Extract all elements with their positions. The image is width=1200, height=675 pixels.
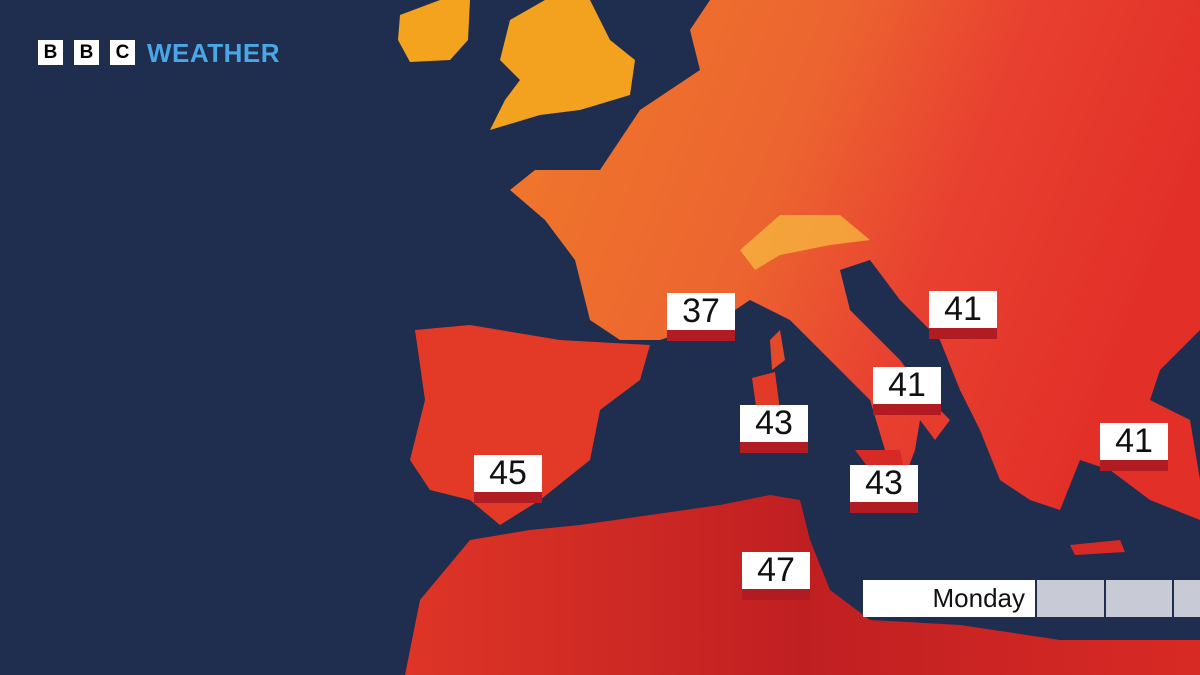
timeline-slot — [1037, 580, 1104, 617]
britain — [490, 0, 635, 130]
temperature-label: 47 — [742, 552, 810, 600]
logo-letter: B — [74, 40, 99, 65]
ireland — [398, 0, 470, 62]
temperature-label: 43 — [850, 465, 918, 513]
timeline-day: Monday — [863, 580, 1035, 617]
temperature-label: 37 — [667, 293, 735, 341]
temperature-label: 45 — [474, 455, 542, 503]
logo-letter: B — [38, 40, 63, 65]
timeline-slot — [1174, 580, 1200, 617]
crete — [1070, 540, 1125, 555]
europe — [510, 0, 1200, 520]
corsica — [770, 330, 785, 370]
timeline-slot — [1106, 580, 1172, 617]
temperature-label: 41 — [929, 291, 997, 339]
temperature-label: 41 — [1100, 423, 1168, 471]
temperature-label: 41 — [873, 367, 941, 415]
temperature-label: 43 — [740, 405, 808, 453]
logo-letter: C — [110, 40, 135, 65]
logo-text: WEATHER — [147, 38, 281, 68]
alps — [740, 215, 870, 270]
iberia — [410, 325, 650, 525]
